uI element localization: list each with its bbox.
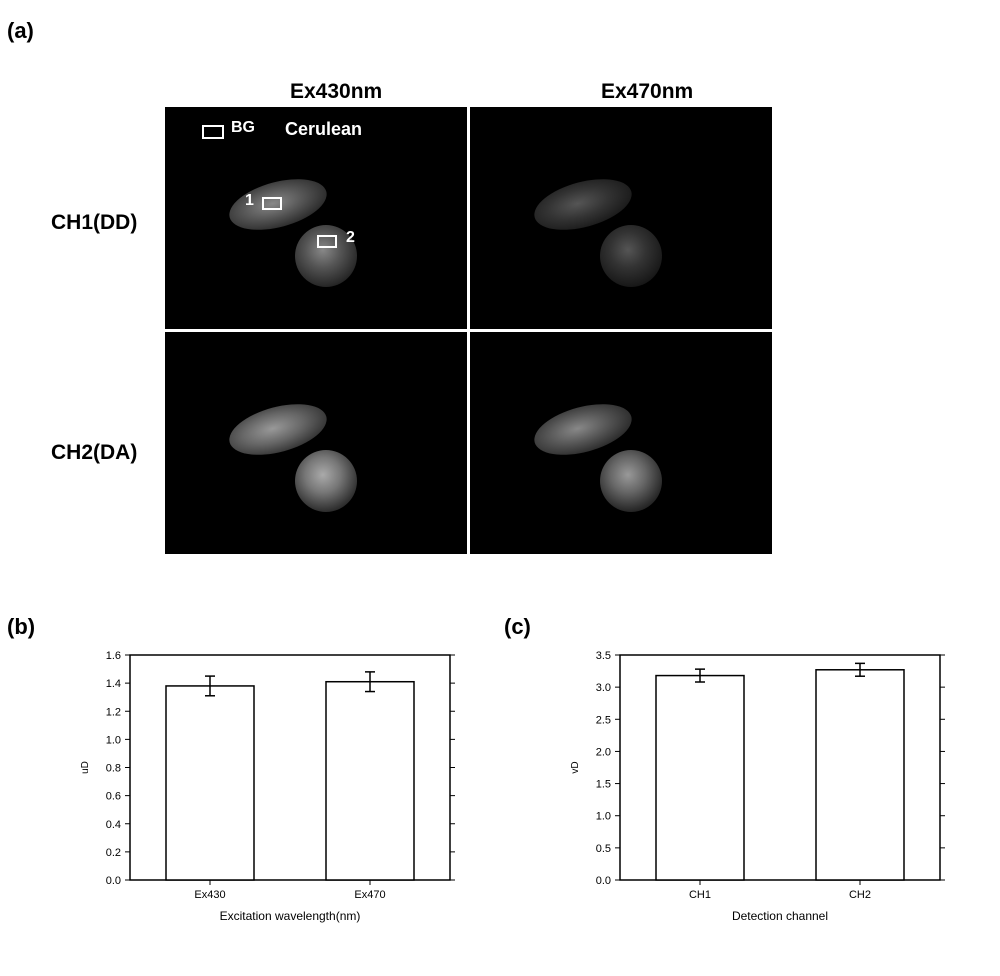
- cell-2: [600, 225, 662, 287]
- column-header-ex430: Ex430nm: [290, 80, 382, 104]
- svg-text:1.2: 1.2: [106, 706, 121, 718]
- svg-text:Ex430: Ex430: [194, 889, 225, 901]
- cerulean-label: Cerulean: [285, 119, 362, 140]
- panel-b-label: (b): [7, 614, 35, 640]
- svg-text:Ex470: Ex470: [354, 889, 385, 901]
- cell-2: [295, 450, 357, 512]
- svg-text:1.4: 1.4: [106, 678, 121, 690]
- svg-text:0.0: 0.0: [596, 875, 611, 887]
- micrograph-ch1-ex470: [470, 107, 772, 329]
- svg-text:1.5: 1.5: [596, 779, 611, 791]
- svg-text:2.5: 2.5: [596, 714, 611, 726]
- svg-text:uD: uD: [80, 761, 91, 774]
- roi-2-label: 2: [346, 229, 355, 247]
- row-label-ch1: CH1(DD): [51, 211, 137, 235]
- svg-text:0.4: 0.4: [106, 819, 121, 831]
- svg-text:Detection channel: Detection channel: [732, 909, 828, 923]
- row-label-ch2: CH2(DA): [51, 441, 137, 465]
- roi-bg-box: [202, 125, 224, 139]
- column-header-ex470: Ex470nm: [601, 80, 693, 104]
- roi-1-box: [262, 197, 282, 210]
- svg-text:Excitation wavelength(nm): Excitation wavelength(nm): [220, 909, 361, 923]
- svg-text:3.5: 3.5: [596, 650, 611, 662]
- cell-2: [600, 450, 662, 512]
- roi-2-box: [317, 235, 337, 248]
- svg-text:0.8: 0.8: [106, 763, 121, 775]
- svg-text:0.6: 0.6: [106, 791, 121, 803]
- panel-c-label: (c): [504, 614, 531, 640]
- chart-b: 0.0 0.2 0.4 0.6 0.8 1.0 1.2 1.4 1.6 Ex430 Ex470 Exc…: [70, 635, 470, 945]
- svg-text:3.0: 3.0: [596, 682, 611, 694]
- svg-text:CH1: CH1: [689, 889, 711, 901]
- svg-text:1.6: 1.6: [106, 650, 121, 662]
- micrograph-ch1-ex430: BG Cerulean 1 2: [165, 107, 467, 329]
- chart-c: 0.0 0.5 1.0 1.5 2.0 2.5 3.0 3.5 CH1 CH2 Detection …: [560, 635, 960, 945]
- roi-bg-label: BG: [231, 119, 255, 137]
- svg-text:0.5: 0.5: [596, 843, 611, 855]
- roi-1-label: 1: [245, 192, 254, 210]
- svg-text:1.0: 1.0: [596, 811, 611, 823]
- svg-text:0.2: 0.2: [106, 847, 121, 859]
- svg-text:1.0: 1.0: [106, 734, 121, 746]
- micrograph-ch2-ex430: [165, 332, 467, 554]
- svg-text:CH2: CH2: [849, 889, 871, 901]
- svg-text:0.0: 0.0: [106, 875, 121, 887]
- svg-text:vD: vD: [570, 761, 581, 773]
- micrograph-ch2-ex470: [470, 332, 772, 554]
- panel-a-label: (a): [7, 18, 34, 44]
- svg-text:2.0: 2.0: [596, 746, 611, 758]
